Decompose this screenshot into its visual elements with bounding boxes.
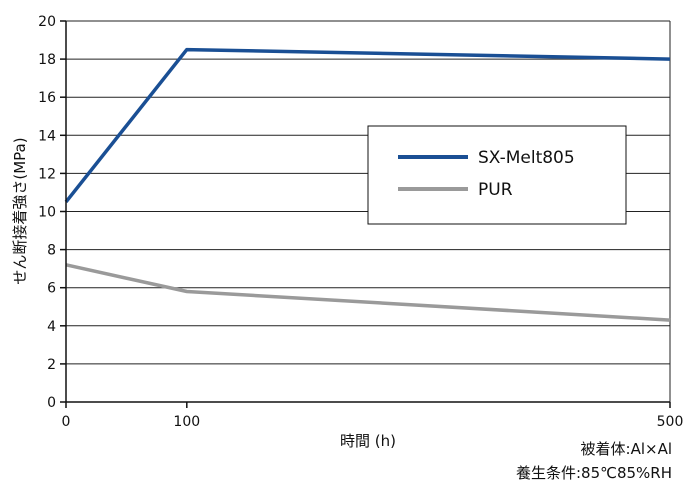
series-lines [64, 47, 671, 322]
y-tick-label-12: 12 [38, 166, 56, 182]
y-tick-label-14: 14 [38, 128, 56, 144]
series-line-pur [65, 263, 671, 322]
legend-box [367, 125, 627, 225]
y-tick-label-6: 6 [47, 281, 56, 297]
legend-label-sx-melt805: SX-Melt805 [478, 148, 575, 168]
y-axis-label: せん断接着強さ(MPa) [11, 137, 29, 284]
y-tick-label-16: 16 [38, 90, 56, 106]
x-tick-label-500: 500 [657, 414, 684, 430]
x-axis-label: 時間 (h) [340, 432, 396, 450]
adherend-note: 被着体:Al×Al [580, 440, 672, 458]
y-tick-label-8: 8 [47, 243, 56, 259]
x-axis-ticks: 0 100 500 [62, 402, 684, 430]
series-line-sx-melt805 [64, 47, 671, 204]
y-tick-label-20: 20 [38, 14, 56, 30]
legend: SX-Melt805 PUR [367, 125, 627, 225]
y-tick-label-4: 4 [47, 319, 56, 335]
legend-label-pur: PUR [478, 180, 513, 200]
aging-note: 養生条件:85℃85%RH [515, 464, 672, 482]
x-tick-label-100: 100 [173, 414, 200, 430]
y-tick-label-2: 2 [47, 357, 56, 373]
y-tick-label-18: 18 [38, 52, 56, 68]
x-tick-label-0: 0 [62, 414, 71, 430]
y-tick-label-10: 10 [38, 205, 56, 221]
y-tick-label-0: 0 [47, 395, 56, 411]
y-axis-ticks: 0 2 4 6 8 10 12 14 16 18 20 [38, 14, 66, 411]
